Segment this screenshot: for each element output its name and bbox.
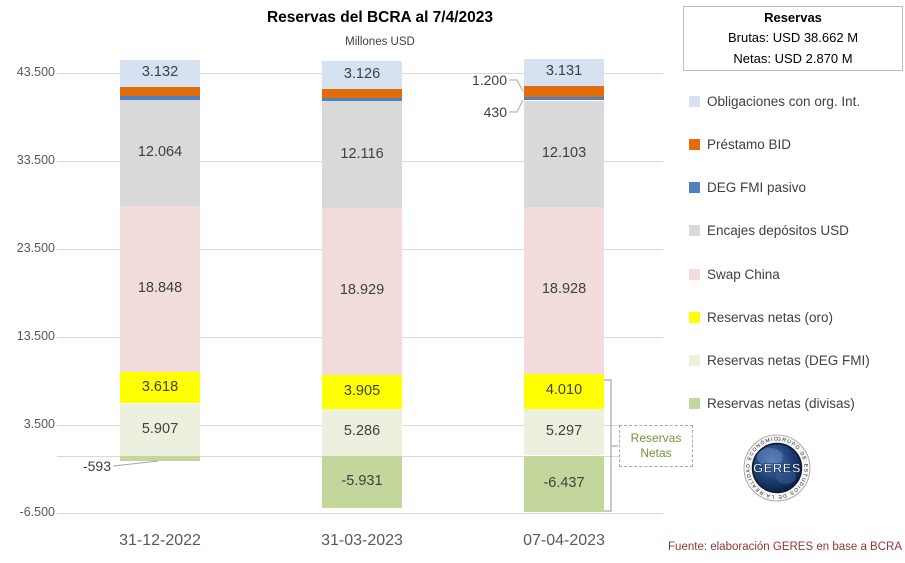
- bar-segment-encajes: [322, 101, 402, 208]
- data-label-oro: 3.618: [141, 378, 179, 395]
- legend-label-prestamo_bid: Préstamo BID: [707, 136, 792, 152]
- legend-label-obligaciones: Obligaciones con org. Int.: [707, 93, 861, 109]
- data-label-swap: 18.848: [137, 279, 183, 296]
- bar-segment-oro: [322, 374, 402, 409]
- legend-label-deg_fmi_netas: Reservas netas (DEG FMI): [707, 352, 870, 368]
- callout-deg-fmi-pasivo-value: 430: [483, 104, 507, 120]
- y-axis-tick-label: 43.500: [16, 65, 55, 79]
- bar-segment-deg_fmi_netas: [120, 403, 200, 456]
- bar-segment-divisas: [322, 455, 402, 508]
- bar-segment-prestamo_bid: [524, 86, 604, 97]
- data-label-divisas: -6.437: [543, 474, 585, 491]
- legend-swatch-oro: [689, 311, 700, 323]
- data-label-swap: 18.929: [339, 282, 385, 299]
- logo-text: GERES: [753, 461, 801, 476]
- data-label-divisas: -5.931: [341, 472, 383, 489]
- data-label-deg_fmi_netas: 5.907: [141, 420, 179, 437]
- legend-label-divisas: Reservas netas (divisas): [707, 395, 855, 411]
- reservas-netas-annotation: Reservas Netas: [619, 425, 693, 467]
- legend-item-oro: Reservas netas (oro): [689, 308, 833, 326]
- y-axis-tick-label: 13.500: [16, 329, 55, 343]
- chart-title: Reservas del BCRA al 7/4/2023: [266, 9, 494, 26]
- bar-segment-deg_fmi_pasivo: [120, 95, 200, 100]
- y-axis-tick-label: -6.500: [19, 505, 55, 519]
- legend-swatch-swap: [689, 268, 700, 280]
- geres-logo: GRUPO DE ESTUDIOS DE LA REALIDAD ECONÓMI…: [742, 433, 811, 502]
- summary-brutas: Brutas: USD 38.662 M: [727, 30, 859, 46]
- x-axis-category-label: 31-03-2023: [321, 532, 403, 549]
- leader-line-divisas: [112, 460, 159, 467]
- bar-segment-obligaciones: [322, 61, 402, 89]
- y-axis-tick-label: 23.500: [16, 241, 55, 255]
- legend-swatch-divisas: [689, 397, 700, 409]
- legend-swatch-deg_fmi_netas: [689, 354, 700, 366]
- legend-item-swap: Swap China: [689, 265, 780, 283]
- legend-label-swap: Swap China: [707, 266, 780, 282]
- data-label-oro: 4.010: [545, 382, 583, 399]
- legend-swatch-obligaciones: [689, 95, 700, 107]
- bar-segment-divisas: [524, 455, 604, 513]
- data-label-encajes: 12.103: [541, 144, 587, 161]
- reservas-summary-box: Reservas Brutas: USD 38.662 M Netas: USD…: [683, 6, 903, 71]
- globe-continent: [776, 470, 796, 484]
- bar-segment-deg_fmi_netas: [524, 408, 604, 456]
- bar-segment-swap: [120, 205, 200, 372]
- legend-label-deg_fmi_pasivo: DEG FMI pasivo: [707, 179, 807, 195]
- bar-segment-swap: [524, 207, 604, 374]
- legend-label-encajes: Encajes depósitos USD: [707, 222, 849, 238]
- legend-swatch-prestamo_bid: [689, 138, 700, 150]
- callout-divisas-value: -593: [82, 458, 111, 474]
- bar-segment-deg_fmi_pasivo: [322, 97, 402, 102]
- data-label-obligaciones: 3.126: [343, 66, 381, 83]
- y-axis-tick-label: 3.500: [23, 417, 55, 431]
- data-label-deg_fmi_netas: 5.297: [545, 423, 583, 440]
- bar-segment-divisas: [120, 455, 200, 461]
- data-label-obligaciones: 3.131: [545, 63, 583, 80]
- bar-segment-obligaciones: [120, 59, 200, 88]
- legend-label-oro: Reservas netas (oro): [707, 309, 834, 325]
- data-label-encajes: 12.064: [137, 143, 183, 160]
- x-axis-category-label: 07-04-2023: [523, 532, 605, 549]
- data-label-oro: 3.905: [343, 382, 381, 399]
- legend-item-prestamo_bid: Préstamo BID: [689, 135, 791, 153]
- legend-swatch-deg_fmi_pasivo: [689, 181, 700, 193]
- reservas-netas-bracket: [604, 379, 618, 512]
- summary-title: Reservas: [764, 10, 822, 26]
- reservas-netas-line2: Netas: [640, 446, 672, 460]
- legend-item-encajes: Encajes depósitos USD: [689, 221, 849, 239]
- bar-segment-deg_fmi_netas: [322, 409, 402, 456]
- data-label-encajes: 12.116: [340, 145, 384, 162]
- bar-segment-obligaciones: [524, 58, 604, 87]
- leader-line-prestamo-bid: [509, 79, 524, 92]
- source-note: Fuente: elaboración GERES en base a BCRA: [668, 541, 902, 553]
- chart-subtitle: Millones USD: [345, 36, 415, 48]
- reservas-netas-line1: Reservas: [630, 431, 682, 445]
- summary-netas: Netas: USD 2.870 M: [733, 50, 853, 66]
- data-label-obligaciones: 3.132: [141, 64, 179, 81]
- bar-segment-prestamo_bid: [322, 88, 402, 98]
- legend-item-obligaciones: Obligaciones con org. Int.: [689, 92, 860, 110]
- leader-line-deg-fmi-pasivo: [509, 99, 524, 113]
- legend-swatch-encajes: [689, 224, 700, 236]
- bar-segment-oro: [120, 371, 200, 404]
- bar-segment-encajes: [120, 99, 200, 206]
- data-label-swap: 18.928: [541, 281, 587, 298]
- bar-segment-oro: [524, 373, 604, 409]
- data-label-deg_fmi_netas: 5.286: [343, 423, 381, 440]
- x-axis-category-label: 31-12-2022: [119, 532, 201, 549]
- globe-highlight: [757, 448, 783, 466]
- bar-segment-encajes: [524, 100, 604, 207]
- y-axis-tick-label: 33.500: [16, 153, 55, 167]
- legend-item-deg_fmi_pasivo: DEG FMI pasivo: [689, 178, 806, 196]
- bar-segment-swap: [322, 208, 402, 375]
- gridline: [57, 513, 663, 514]
- legend-item-divisas: Reservas netas (divisas): [689, 394, 855, 412]
- bar-segment-deg_fmi_pasivo: [524, 96, 604, 101]
- bar-segment-prestamo_bid: [120, 87, 200, 96]
- callout-prestamo-bid-value: 1.200: [471, 72, 507, 88]
- legend-item-deg_fmi_netas: Reservas netas (DEG FMI): [689, 351, 870, 369]
